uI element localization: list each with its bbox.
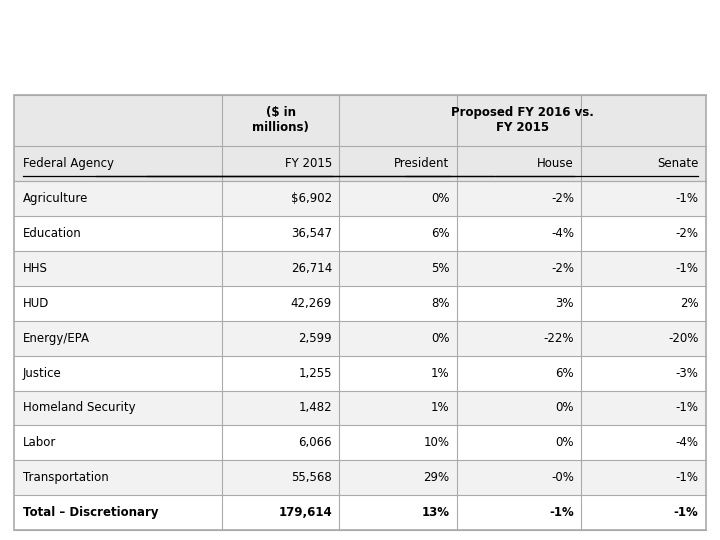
Text: 42,269: 42,269 — [291, 296, 332, 309]
Text: 29%: 29% — [423, 471, 449, 484]
Text: -20%: -20% — [668, 332, 698, 345]
Text: Senate: Senate — [657, 157, 698, 170]
Text: -1%: -1% — [675, 262, 698, 275]
Text: -4%: -4% — [551, 227, 574, 240]
Bar — [14, 321, 706, 355]
Bar — [14, 461, 706, 495]
Bar — [14, 390, 706, 426]
Text: 1,482: 1,482 — [298, 402, 332, 415]
Text: Homeland Security: Homeland Security — [23, 402, 135, 415]
Text: -3%: -3% — [675, 367, 698, 380]
Text: -1%: -1% — [674, 507, 698, 519]
Text: 0%: 0% — [556, 436, 574, 449]
Text: 8%: 8% — [431, 296, 449, 309]
Text: -2%: -2% — [675, 227, 698, 240]
Text: 3%: 3% — [556, 296, 574, 309]
Text: -2%: -2% — [551, 192, 574, 205]
Text: Proposed FY 2016 vs.
FY 2015: Proposed FY 2016 vs. FY 2015 — [451, 106, 594, 134]
Text: -1%: -1% — [675, 192, 698, 205]
Text: 2,599: 2,599 — [298, 332, 332, 345]
Text: -0%: -0% — [551, 471, 574, 484]
Text: $6,902: $6,902 — [291, 192, 332, 205]
Text: 179,614: 179,614 — [279, 507, 332, 519]
Text: HUD: HUD — [23, 296, 50, 309]
Text: 0%: 0% — [431, 332, 449, 345]
Text: Justice: Justice — [23, 367, 62, 380]
Text: -1%: -1% — [675, 471, 698, 484]
Text: 1,255: 1,255 — [299, 367, 332, 380]
Text: Federal Agency: Federal Agency — [23, 157, 114, 170]
Text: 10%: 10% — [423, 436, 449, 449]
Bar — [14, 286, 706, 321]
Text: How do major program areas fare?: How do major program areas fare? — [22, 30, 720, 64]
Bar — [14, 94, 706, 530]
Text: Total – Discretionary: Total – Discretionary — [23, 507, 158, 519]
Text: -1%: -1% — [549, 507, 574, 519]
Text: 36,547: 36,547 — [291, 227, 332, 240]
Text: -4%: -4% — [675, 436, 698, 449]
Text: HHS: HHS — [23, 262, 48, 275]
Text: Labor: Labor — [23, 436, 56, 449]
Text: 0%: 0% — [431, 192, 449, 205]
Text: -1%: -1% — [675, 402, 698, 415]
Text: 6%: 6% — [555, 367, 574, 380]
Text: 26,714: 26,714 — [291, 262, 332, 275]
Bar — [14, 94, 706, 146]
Bar — [14, 146, 706, 181]
Text: 55,568: 55,568 — [292, 471, 332, 484]
Bar — [14, 251, 706, 286]
Text: Energy/EPA: Energy/EPA — [23, 332, 90, 345]
Text: Education: Education — [23, 227, 82, 240]
Text: ($ in
millions): ($ in millions) — [252, 106, 309, 134]
Text: House: House — [537, 157, 574, 170]
Bar — [14, 181, 706, 216]
Text: 13%: 13% — [422, 507, 449, 519]
Bar — [14, 495, 706, 530]
Bar — [14, 355, 706, 390]
Bar — [14, 426, 706, 461]
Text: 6%: 6% — [431, 227, 449, 240]
Text: -2%: -2% — [551, 262, 574, 275]
Text: 2%: 2% — [680, 296, 698, 309]
Text: President: President — [395, 157, 449, 170]
Text: Agriculture: Agriculture — [23, 192, 89, 205]
Text: FY 2015: FY 2015 — [285, 157, 332, 170]
Text: -22%: -22% — [544, 332, 574, 345]
Text: Transportation: Transportation — [23, 471, 109, 484]
Text: 1%: 1% — [431, 402, 449, 415]
Bar — [14, 216, 706, 251]
Text: 5%: 5% — [431, 262, 449, 275]
Text: 0%: 0% — [556, 402, 574, 415]
Text: 1%: 1% — [431, 367, 449, 380]
Text: 6,066: 6,066 — [298, 436, 332, 449]
